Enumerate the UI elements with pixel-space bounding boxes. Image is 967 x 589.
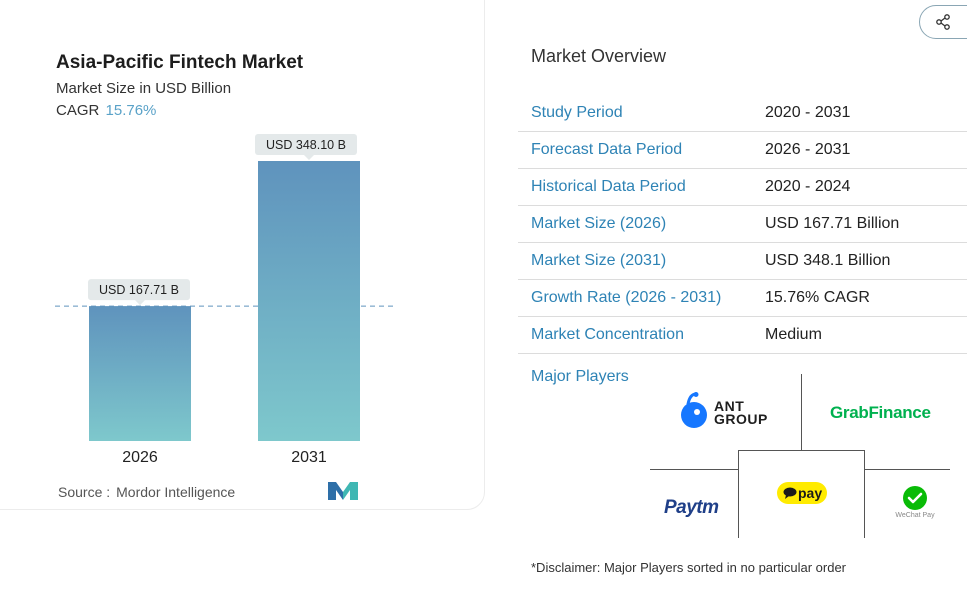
disclaimer: *Disclaimer: Major Players sorted in no …: [531, 560, 847, 575]
data-label: USD 348.10 B: [266, 138, 346, 152]
overview-value: 15.76% CAGR: [765, 289, 870, 306]
kakao-pay-logo: pay: [777, 482, 827, 504]
share-button[interactable]: [919, 5, 967, 39]
overview-value: 2026 - 2031: [765, 141, 851, 158]
cagr-label: CAGR: [56, 102, 100, 119]
players-divider: [864, 469, 950, 470]
players-divider: [650, 469, 739, 470]
overview-row: Study Period 2020 - 2031: [518, 95, 967, 132]
overview-row: Market Size (2031) USD 348.1 Billion: [518, 243, 967, 280]
overview-table: Study Period 2020 - 2031 Forecast Data P…: [518, 95, 967, 354]
overview-label[interactable]: Market Concentration: [531, 326, 684, 343]
players-divider: [738, 450, 865, 451]
overview-label[interactable]: Study Period: [531, 104, 623, 121]
overview-label[interactable]: Market Size (2031): [531, 252, 667, 269]
overview-row: Growth Rate (2026 - 2031) 15.76% CAGR: [518, 280, 967, 317]
kakao-talk-icon: [783, 487, 797, 499]
data-label: USD 167.71 B: [99, 283, 179, 297]
overview-label[interactable]: Forecast Data Period: [531, 141, 683, 158]
players-divider: [738, 450, 739, 538]
data-label-bg: [255, 134, 357, 155]
source: Source : Mordor Intelligence: [58, 484, 235, 500]
ant-group-line1: ANT: [714, 398, 745, 414]
overview-value: USD 167.71 Billion: [765, 215, 900, 232]
overview-value: 2020 - 2024: [765, 178, 851, 195]
bar-2026[interactable]: [89, 306, 191, 441]
overview-value: 2020 - 2031: [765, 104, 851, 121]
chart-card: [0, 0, 485, 510]
overview-value: USD 348.1 Billion: [765, 252, 891, 269]
wechat-pay-logo: WeChat Pay: [893, 486, 937, 526]
players-divider: [864, 450, 865, 538]
ant-group-logo: ANT GROUP: [680, 392, 780, 432]
wechat-pay-text: WeChat Pay: [895, 512, 935, 519]
share-icon: [936, 14, 950, 30]
ant-group-icon: [681, 392, 707, 428]
grabfinance-logo: GrabFinance: [830, 403, 931, 422]
chart-subtitle: Market Size in USD Billion: [56, 80, 232, 97]
kakao-pay-text: pay: [798, 485, 823, 501]
wechat-pay-icon: [903, 486, 927, 510]
bar-2031[interactable]: [258, 161, 360, 441]
data-label-pointer: [135, 300, 145, 306]
source-name: Mordor Intelligence: [116, 484, 236, 500]
cagr: CAGR 15.76%: [56, 102, 156, 119]
chart-title: Asia-Pacific Fintech Market: [56, 52, 304, 73]
x-tick-label: 2026: [122, 449, 158, 466]
cagr-value: 15.76%: [105, 102, 157, 119]
overview-value: Medium: [765, 326, 822, 343]
data-label-pointer: [304, 155, 314, 160]
data-label-bg: [88, 279, 190, 301]
overview-label[interactable]: Market Size (2026): [531, 215, 667, 232]
overview-row: Forecast Data Period 2026 - 2031: [518, 132, 967, 169]
overview-label[interactable]: Growth Rate (2026 - 2031): [531, 289, 722, 306]
overview-label[interactable]: Historical Data Period: [531, 178, 686, 195]
overview-row: Historical Data Period 2020 - 2024: [518, 169, 967, 206]
ant-group-line2: GROUP: [714, 411, 768, 427]
paytm-logo: Paytm: [664, 497, 719, 518]
players-divider: [801, 374, 802, 450]
mordor-logo-icon: [328, 482, 358, 500]
bar-chart: USD 167.71 B 2026 USD 348.10 B 2031: [55, 134, 396, 466]
x-tick-label: 2031: [291, 449, 327, 466]
major-players-label[interactable]: Major Players: [531, 368, 629, 385]
overview-title: Market Overview: [531, 46, 667, 66]
overview-row: Market Size (2026) USD 167.71 Billion: [518, 206, 967, 243]
overview-row: Market Concentration Medium: [518, 317, 967, 354]
source-label: Source :: [58, 484, 111, 500]
